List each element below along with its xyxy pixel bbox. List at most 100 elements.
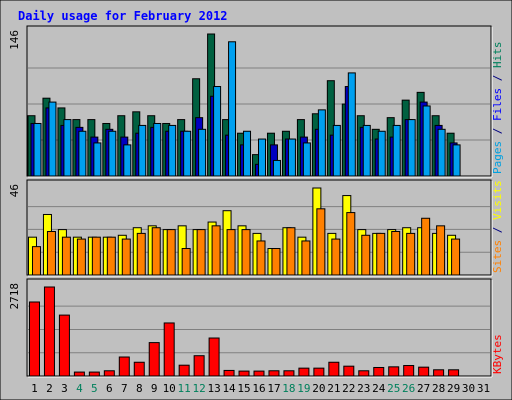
bar-sites-day-28 — [436, 225, 446, 276]
series-sites — [31, 208, 461, 276]
x-tick-label-9: 9 — [151, 382, 158, 395]
bar-pages-day-18 — [287, 138, 296, 177]
bar-kbytes-day-3 — [58, 314, 70, 377]
bar-kbytes-day-15 — [238, 370, 250, 377]
bar-pages-day-15 — [243, 130, 252, 177]
bar-pages-day-12 — [198, 128, 207, 177]
side-label-part: KBytes — [491, 334, 504, 374]
bar-sites-day-4 — [76, 238, 86, 276]
bar-pages-day-8 — [138, 124, 147, 177]
bar-sites-day-11 — [181, 248, 191, 276]
bar-sites-day-3 — [61, 236, 71, 276]
bar-sites-day-2 — [46, 231, 56, 276]
x-tick-label-25: 25 — [387, 382, 400, 395]
bar-kbytes-day-7 — [118, 356, 130, 377]
side-label-part: / — [491, 68, 504, 88]
x-tick-label-10: 10 — [163, 382, 176, 395]
bar-sites-day-1 — [31, 246, 41, 276]
x-tick-label-1: 1 — [31, 382, 38, 395]
panel-side-label: Pages / Files / Hits — [491, 42, 504, 175]
bar-sites-day-16 — [256, 240, 266, 276]
panel-kbytes: 2718 KBytes — [8, 278, 504, 378]
side-label-part: Visits — [491, 180, 504, 220]
x-tick-label-20: 20 — [312, 382, 325, 395]
bar-pages-day-19 — [302, 142, 311, 177]
panel-side-label: KBytes — [491, 334, 504, 374]
panel-pages-files-hits: 146 Pages / Files / Hits — [8, 25, 504, 178]
x-tick-label-21: 21 — [327, 382, 340, 395]
bar-sites-day-12 — [196, 229, 206, 276]
bar-kbytes-day-11 — [178, 364, 190, 377]
bar-kbytes-day-5 — [88, 371, 100, 377]
bar-pages-day-26 — [407, 119, 416, 177]
bar-pages-day-20 — [317, 109, 326, 177]
bar-sites-day-10 — [166, 229, 176, 276]
bar-pages-day-17 — [272, 159, 281, 177]
bar-kbytes-day-21 — [328, 361, 340, 377]
bar-pages-day-2 — [48, 101, 57, 177]
bar-sites-day-7 — [121, 238, 131, 276]
bar-kbytes-day-8 — [133, 361, 145, 377]
bar-kbytes-day-4 — [73, 371, 85, 377]
chart-panels: 146 Pages / Files / Hits 46 Sites / Visits 2… — [8, 25, 504, 378]
x-tick-label-3: 3 — [61, 382, 68, 395]
bar-pages-day-7 — [123, 144, 132, 177]
bar-sites-day-17 — [271, 248, 281, 276]
bar-pages-day-3 — [63, 119, 72, 177]
x-tick-label-2: 2 — [46, 382, 53, 395]
bar-pages-day-11 — [183, 130, 192, 177]
bar-kbytes-day-9 — [148, 342, 160, 377]
x-tick-label-26: 26 — [402, 382, 415, 395]
bar-sites-day-19 — [301, 240, 311, 276]
series-kbytes — [28, 286, 460, 377]
bar-pages-day-13 — [213, 86, 222, 177]
bar-pages-day-6 — [108, 130, 117, 177]
side-label-part: Sites — [491, 240, 504, 273]
x-tick-label-18: 18 — [282, 382, 295, 395]
x-tick-label-23: 23 — [357, 382, 370, 395]
bar-kbytes-day-16 — [253, 370, 265, 377]
bar-sites-day-27 — [421, 217, 431, 276]
bar-sites-day-6 — [106, 236, 116, 276]
bar-kbytes-day-14 — [223, 369, 235, 377]
bar-sites-day-25 — [391, 231, 401, 276]
bar-pages-day-1 — [33, 122, 42, 177]
bar-kbytes-day-13 — [208, 337, 220, 377]
bar-kbytes-day-17 — [268, 370, 280, 377]
x-tick-label-22: 22 — [342, 382, 355, 395]
bar-pages-day-27 — [422, 105, 431, 177]
side-label-part: Pages — [491, 141, 504, 174]
panel-side-label: Sites / Visits — [491, 180, 504, 273]
bar-kbytes-day-28 — [433, 369, 445, 377]
side-label-part: / — [491, 220, 504, 240]
x-tick-label-19: 19 — [297, 382, 310, 395]
bar-kbytes-day-6 — [103, 370, 115, 377]
x-tick-label-29: 29 — [447, 382, 460, 395]
bar-pages-day-28 — [437, 128, 446, 177]
bar-kbytes-day-10 — [163, 322, 175, 377]
bar-pages-day-23 — [362, 124, 371, 177]
x-tick-label-16: 16 — [252, 382, 265, 395]
x-tick-label-6: 6 — [106, 382, 113, 395]
y-axis-max-label: 146 — [8, 30, 21, 50]
panel-visits-sites: 46 Sites / Visits — [8, 179, 504, 277]
x-tick-label-24: 24 — [372, 382, 386, 395]
bar-sites-day-14 — [226, 229, 236, 276]
bar-kbytes-day-24 — [373, 366, 385, 377]
x-tick-label-4: 4 — [76, 382, 83, 395]
x-axis-labels: 1 2 3 4 5 6 7 8 9 10 11 12 13 14 15 16 17 18 19 20 21 22 23 24 2… — [31, 382, 490, 395]
bar-kbytes-day-23 — [358, 370, 370, 377]
bar-sites-day-5 — [91, 236, 101, 276]
y-axis-max-label: 2718 — [8, 283, 21, 310]
bar-sites-day-9 — [151, 227, 161, 276]
bar-sites-day-20 — [316, 208, 326, 276]
bar-pages-day-16 — [258, 138, 266, 177]
x-tick-label-7: 7 — [121, 382, 128, 395]
bar-pages-day-22 — [347, 72, 356, 177]
x-tick-label-28: 28 — [432, 382, 445, 395]
bar-kbytes-day-20 — [313, 367, 325, 377]
chart-title: Daily usage for February 2012 — [18, 9, 228, 23]
bar-kbytes-day-18 — [283, 370, 295, 377]
